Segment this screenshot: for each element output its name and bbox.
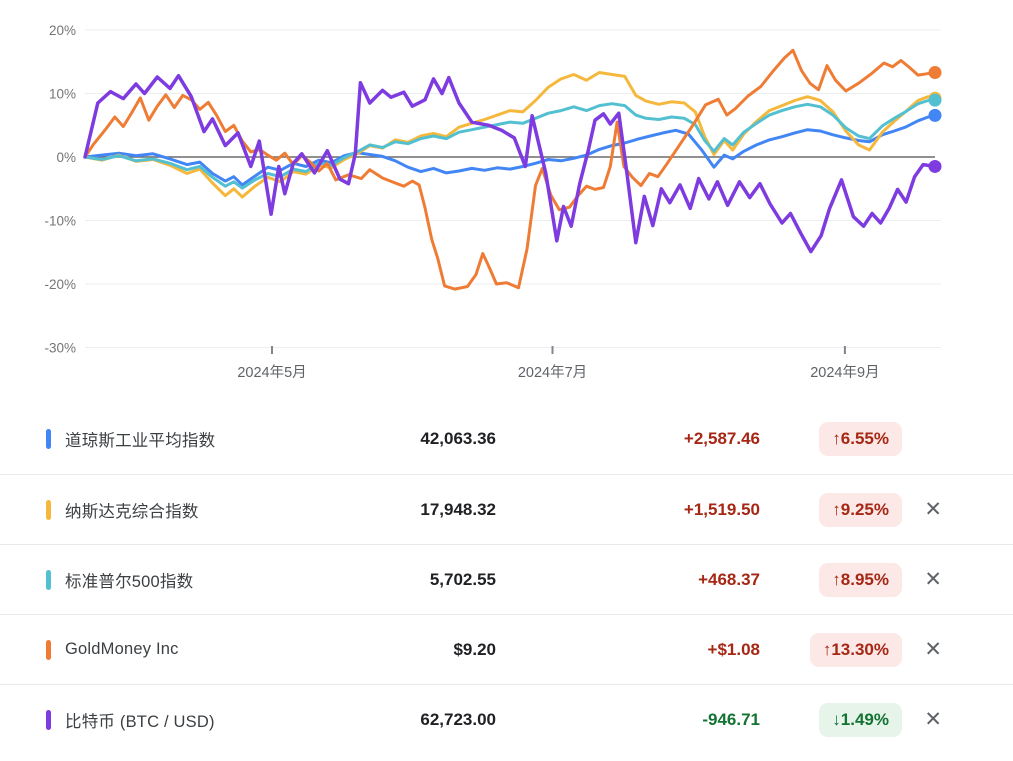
svg-text:0%: 0%: [56, 150, 76, 165]
table-row[interactable]: 纳斯达克综合指数 17,948.32 +1,519.50 ↑9.25% ✕: [0, 474, 1013, 544]
instrument-price: 42,063.36: [420, 429, 496, 448]
price-change: +468.37: [698, 569, 760, 589]
performance-line-chart[interactable]: 20% 10% 0% -10% -20% -30% 2024年5月 2024年7月 2024年9…: [0, 0, 1013, 398]
remove-series-button[interactable]: ✕: [918, 705, 948, 734]
series-color-marker: [46, 499, 51, 520]
percent-change-badge: ↑6.55%: [819, 422, 902, 456]
close-icon: ✕: [924, 497, 942, 521]
instrument-price: 62,723.00: [420, 709, 496, 729]
table-row[interactable]: GoldMoney Inc $9.20 +$1.08 ↑13.30% ✕: [0, 614, 1013, 684]
remove-series-button[interactable]: ✕: [918, 635, 948, 664]
svg-text:-30%: -30%: [44, 341, 76, 356]
percent-change-badge: ↑8.95%: [819, 562, 902, 597]
close-icon: ✕: [924, 567, 942, 591]
instrument-name: GoldMoney Inc: [65, 640, 179, 658]
series-color-marker: [46, 639, 51, 660]
instrument-name: 纳斯达克综合指数: [65, 502, 199, 521]
instrument-price: 17,948.32: [420, 499, 496, 519]
table-row[interactable]: 比特币 (BTC / USD) 62,723.00 -946.71 ↓1.49%…: [0, 684, 1013, 754]
instrument-price: 5,702.55: [429, 569, 496, 589]
instrument-name: 比特币 (BTC / USD): [65, 712, 215, 731]
price-change: -946.71: [702, 709, 760, 729]
comparison-chart[interactable]: 20% 10% 0% -10% -20% -30% 2024年5月 2024年7月 2024年9…: [0, 0, 1013, 398]
instrument-name: 标准普尔500指数: [65, 572, 194, 591]
svg-text:2024年5月: 2024年5月: [237, 364, 306, 381]
instrument-name: 道琼斯工业平均指数: [65, 432, 216, 450]
close-icon: ✕: [924, 707, 942, 731]
watchlist-table: 道琼斯工业平均指数 42,063.36 +2,587.46 ↑6.55% 纳斯达…: [0, 404, 1013, 754]
instrument-price: $9.20: [453, 639, 496, 659]
remove-series-button[interactable]: ✕: [918, 565, 948, 594]
table-row[interactable]: 标准普尔500指数 5,702.55 +468.37 ↑8.95% ✕: [0, 544, 1013, 614]
svg-text:2024年9月: 2024年9月: [810, 364, 879, 381]
percent-change-badge: ↓1.49%: [819, 702, 902, 737]
close-icon: ✕: [924, 637, 942, 661]
price-change: +1,519.50: [683, 499, 760, 519]
series-color-marker: [46, 429, 51, 449]
series-color-marker: [46, 709, 51, 730]
svg-text:2024年7月: 2024年7月: [518, 364, 587, 381]
svg-text:10%: 10%: [49, 87, 76, 102]
percent-change-badge: ↑13.30%: [809, 632, 902, 667]
price-change: +2,587.46: [683, 429, 760, 448]
remove-series-button[interactable]: ✕: [918, 495, 948, 524]
table-row[interactable]: 道琼斯工业平均指数 42,063.36 +2,587.46 ↑6.55%: [0, 404, 1013, 474]
svg-text:-20%: -20%: [44, 277, 76, 292]
price-change: +$1.08: [707, 639, 760, 659]
svg-text:-10%: -10%: [44, 214, 76, 229]
svg-text:20%: 20%: [49, 23, 76, 38]
series-color-marker: [46, 569, 51, 590]
percent-change-badge: ↑9.25%: [819, 492, 902, 527]
